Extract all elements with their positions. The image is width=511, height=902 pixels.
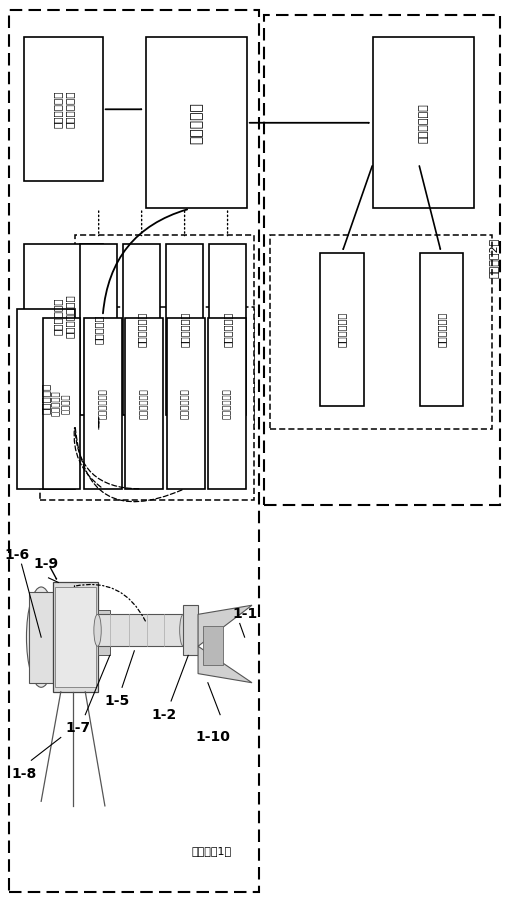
Bar <box>166 244 203 415</box>
FancyArrowPatch shape <box>75 428 182 502</box>
Text: 探测部（1）: 探测部（1） <box>191 846 231 856</box>
Text: 处置部（2）: 处置部（2） <box>489 237 498 278</box>
Bar <box>265 14 499 505</box>
Bar <box>208 318 246 489</box>
Text: 预警分级模块: 预警分级模块 <box>223 312 233 347</box>
Text: 无线播报组件: 无线播报组件 <box>436 312 447 347</box>
Text: 数据发射组件: 数据发射组件 <box>99 388 107 419</box>
Bar <box>126 318 164 489</box>
Text: 建筑及屋盖结
构信息输入模块: 建筑及屋盖结 构信息输入模块 <box>53 294 75 338</box>
Text: 声发射高程
助识组件: 声发射高程 助识组件 <box>52 391 71 416</box>
FancyArrowPatch shape <box>74 428 101 487</box>
Text: 隔热减震筱: 隔热减震筱 <box>41 383 51 415</box>
Text: 模型算法模块: 模型算法模块 <box>179 312 190 347</box>
Bar <box>39 307 254 501</box>
Bar <box>373 37 474 208</box>
FancyArrowPatch shape <box>75 428 139 489</box>
Bar <box>75 235 254 428</box>
Text: 空间定位组件: 空间定位组件 <box>181 388 191 419</box>
Text: 声音播报组件: 声音播报组件 <box>337 312 347 347</box>
Bar <box>420 253 463 406</box>
Text: 声识别组件: 声识别组件 <box>94 315 104 345</box>
Text: 处理显示机: 处理显示机 <box>189 102 203 143</box>
Bar <box>9 11 260 891</box>
Text: 数据采集组件: 数据采集组件 <box>140 388 149 419</box>
Text: 系统供电组件: 系统供电组件 <box>223 388 232 419</box>
Bar <box>84 318 122 489</box>
Bar <box>42 318 81 489</box>
Bar <box>80 244 118 415</box>
Bar <box>167 318 205 489</box>
Text: 救援人员位置
动态获取模块: 救援人员位置 动态获取模块 <box>53 90 75 128</box>
Bar <box>146 37 247 208</box>
Bar <box>320 253 363 406</box>
Bar <box>17 308 75 489</box>
FancyArrowPatch shape <box>343 166 372 249</box>
Bar <box>269 235 492 428</box>
FancyArrowPatch shape <box>420 166 440 249</box>
Text: 数据接收组件: 数据接收组件 <box>136 312 147 347</box>
Bar <box>25 244 103 388</box>
Text: 预警发出模块: 预警发出模块 <box>419 103 429 143</box>
FancyArrowPatch shape <box>103 209 187 313</box>
Bar <box>25 37 103 181</box>
Bar <box>123 244 160 415</box>
Bar <box>209 244 246 415</box>
